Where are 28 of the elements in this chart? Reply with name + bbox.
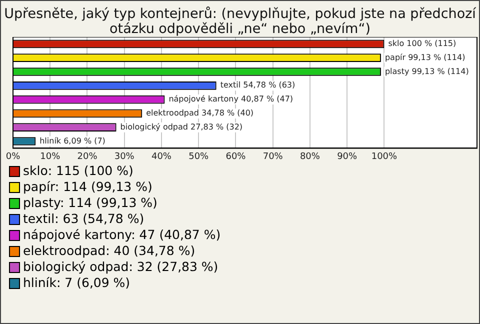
x-tick-label: 10% xyxy=(40,152,61,162)
text: elektroodpad: 40 (34,78 %) xyxy=(23,243,196,259)
x-tick-label: 30% xyxy=(114,152,135,162)
category-label: elektroodpad 34,78 % (40) xyxy=(146,108,254,118)
category-label: hliník 6,09 % (7) xyxy=(40,136,106,146)
x-tick-label: 20% xyxy=(77,152,98,162)
text: biologický odpad: 32 (27,83 %) xyxy=(23,259,218,275)
text: hliník: 7 (6,09 %) xyxy=(23,275,130,291)
category-label: papír 99,13 % (114) xyxy=(384,52,466,62)
text: papír: 114 (99,13 %) xyxy=(23,179,152,195)
chart-title: Upřesněte, jaký typ kontejnerů: (nevyplňujte, pokud jste na předchozí otázku odpověděli „ne“ nebo „nevím“) xyxy=(3,5,477,37)
x-tick-label: 100% xyxy=(371,152,398,162)
x-tick-label: 70% xyxy=(262,152,284,162)
x-tick-label: 90% xyxy=(337,152,358,162)
x-tick-label: 50% xyxy=(188,152,210,162)
category-label: biologický odpad 27,83 % (32) xyxy=(120,122,243,132)
x-tick-label: 60% xyxy=(226,152,246,162)
category-label: textil 54,78 % (63) xyxy=(220,80,296,90)
x-tick-label: 0% xyxy=(6,152,21,162)
category-label: sklo 100 % (115) xyxy=(388,39,456,48)
category-label: nápojové kartony 40,87 % (47) xyxy=(168,94,294,104)
category-label: plasty 99,13 % (114) xyxy=(384,66,469,76)
text: nápojové kartony: 47 (40,87 %) xyxy=(23,227,221,243)
text: sklo: 115 (100 %) xyxy=(23,163,134,179)
x-tick-label: 40% xyxy=(151,152,172,162)
x-tick-label: 80% xyxy=(300,152,320,162)
text: textil: 63 (54,78 %) xyxy=(23,211,144,227)
text: plasty: 114 (99,13 %) xyxy=(23,195,158,211)
